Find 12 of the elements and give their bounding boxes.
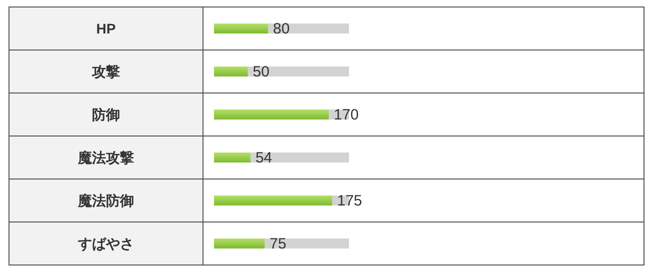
data-label: 175 — [337, 192, 362, 210]
data-label: 170 — [334, 106, 359, 124]
data-label: 80 — [273, 20, 290, 38]
y-tick-label: 魔法攻撃 — [77, 150, 134, 166]
data-label: 54 — [255, 150, 272, 166]
data-label: 50 — [252, 64, 270, 80]
y-tick-label: すばやさ — [77, 236, 134, 252]
data-label: 75 — [270, 236, 286, 252]
y-tick-label: 攻撃 — [91, 64, 120, 80]
y-tick-label: 魔法防御 — [77, 192, 134, 208]
y-tick-label: HP — [96, 20, 116, 36]
y-tick-label: 防御 — [92, 106, 120, 122]
